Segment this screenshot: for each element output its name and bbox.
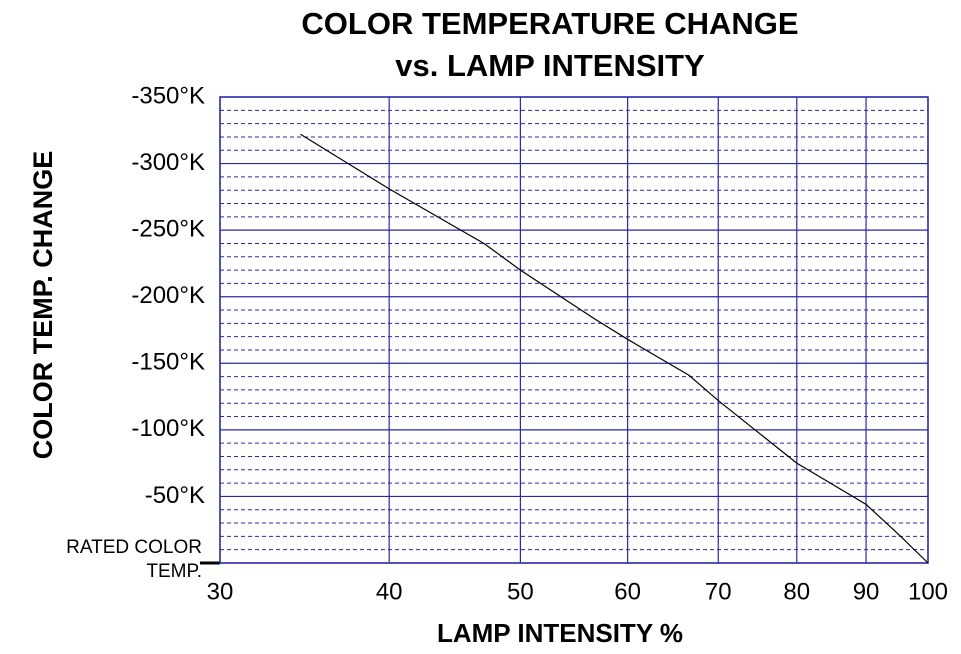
x-tick-label: 40 — [376, 578, 403, 605]
y-tick-label: -50°K — [145, 482, 205, 509]
plot-frame — [219, 96, 929, 564]
x-tick-label: 70 — [705, 578, 732, 605]
y-tick-label: -300°K — [131, 149, 205, 176]
y-tick-label: -250°K — [131, 215, 205, 242]
x-tick-label: 50 — [507, 578, 534, 605]
y-tick-label: RATED COLOR TEMP. — [66, 537, 202, 582]
y-tick-label: -350°K — [131, 82, 205, 109]
x-axis-label: LAMP INTENSITY % — [437, 618, 683, 648]
chart-subtitle: vs. LAMP INTENSITY — [395, 48, 705, 83]
x-tick-label: 60 — [614, 578, 641, 605]
chart-title: COLOR TEMPERATURE CHANGE — [301, 6, 798, 41]
data-line — [300, 133, 929, 564]
x-tick-label: 90 — [853, 578, 880, 605]
y-tick-label: -200°K — [131, 282, 205, 309]
y-axis-label: COLOR TEMP. CHANGE — [28, 151, 58, 460]
y-tick-label: -150°K — [131, 349, 205, 376]
x-tick-label: 30 — [207, 578, 234, 605]
x-tick-label: 80 — [783, 578, 810, 605]
y-tick-label: -100°K — [131, 415, 205, 442]
x-tick-label: 100 — [908, 578, 948, 605]
